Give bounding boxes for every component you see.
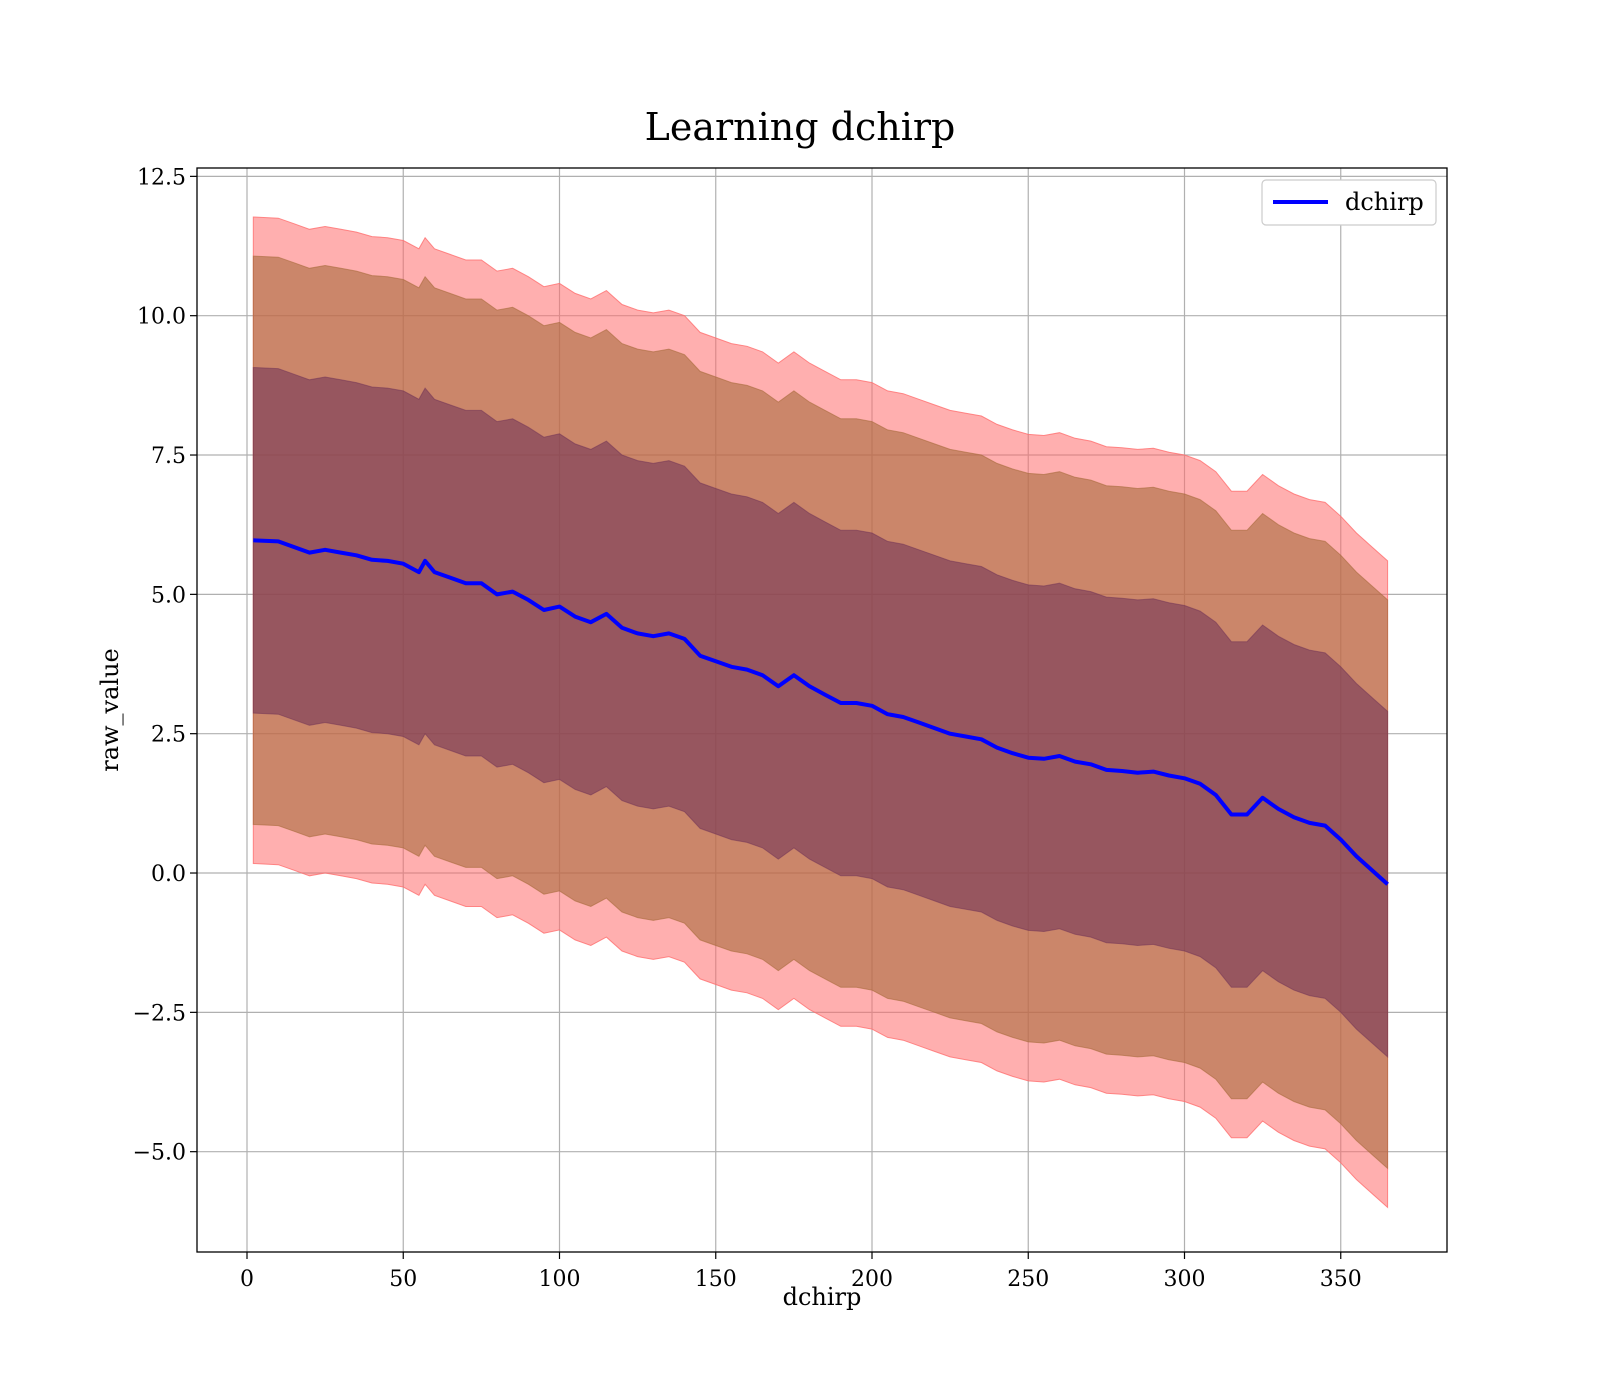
y-tick-label: −2.5 — [133, 1001, 186, 1026]
y-tick-label: 7.5 — [151, 444, 186, 469]
legend-box — [1261, 179, 1437, 226]
legend: dchirp — [1261, 179, 1437, 226]
y-axis-label: raw_value — [96, 648, 124, 772]
y-tick-label: 0.0 — [151, 862, 186, 887]
series-line-dchirp — [253, 538, 1389, 886]
plot-area — [196, 167, 1448, 1253]
inner-band — [252, 366, 1389, 1059]
chart-title: Learning dchirp — [645, 105, 956, 149]
y-axis-ticks: 12.5 10.0 7.5 5.0 2.5 0.0 −2.5 −5.0 — [133, 165, 197, 1166]
x-tick-label: 150 — [695, 1267, 737, 1292]
x-tick-label: 200 — [851, 1267, 893, 1292]
x-axis-ticks: 0 50 100 150 200 250 300 350 — [240, 1252, 1362, 1292]
legend-label-dchirp: dchirp — [1345, 188, 1424, 216]
series-lines — [253, 538, 1389, 886]
y-tick-label: 10.0 — [137, 305, 186, 330]
x-tick-label: 0 — [240, 1267, 254, 1292]
y-tick-label: 2.5 — [151, 723, 186, 748]
x-tick-label: 350 — [1320, 1267, 1362, 1292]
y-tick-label: 5.0 — [151, 583, 186, 608]
plot-frame — [196, 167, 1448, 1253]
x-tick-label: 250 — [1007, 1267, 1049, 1292]
x-tick-label: 300 — [1164, 1267, 1206, 1292]
x-tick-label: 100 — [539, 1267, 581, 1292]
x-tick-label: 50 — [389, 1267, 417, 1292]
x-axis-label: dchirp — [783, 1283, 862, 1311]
confidence-bands — [252, 216, 1389, 1209]
y-tick-label: −5.0 — [133, 1141, 186, 1166]
y-tick-label: 12.5 — [137, 165, 186, 190]
